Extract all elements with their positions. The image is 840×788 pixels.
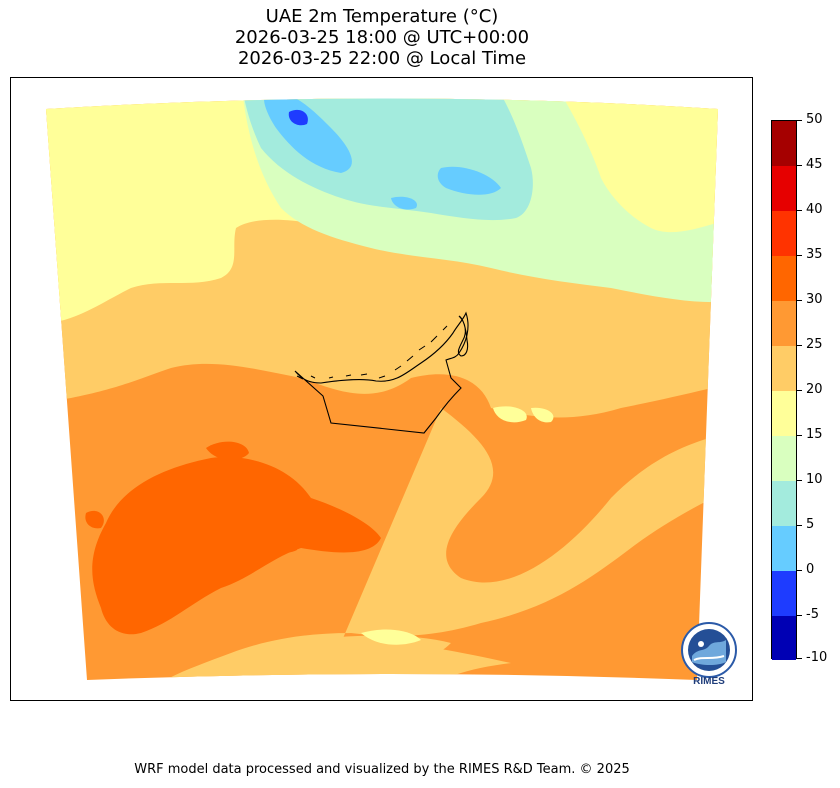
temp-band-15-20-patch-1 — [493, 406, 527, 423]
temp-band-0-5-small — [391, 196, 417, 210]
temp-band-30-35-patch-3 — [85, 510, 104, 529]
colorbar-tick — [797, 570, 802, 571]
temp-band-0-5-northwest — [264, 98, 352, 173]
colorbar-tick — [797, 390, 802, 391]
temp-band-15-20-patch-2 — [361, 629, 421, 645]
colorbar-bin-20-25 — [772, 346, 796, 391]
colorbar-label: 50 — [806, 112, 823, 127]
colorbar-label: 10 — [806, 472, 823, 487]
temp-band-30-35-patch-1 — [206, 441, 249, 460]
colorbar-bin-45-50 — [772, 121, 796, 166]
colorbar-tick — [797, 300, 802, 301]
colorbar-bin-0-5 — [772, 526, 796, 571]
map-panel — [10, 77, 753, 701]
colorbar-bin-25-30 — [772, 301, 796, 346]
colorbar-bin-35-40 — [772, 211, 796, 256]
colorbar-tick — [797, 658, 802, 659]
temp-band-30-35-patch-2 — [271, 534, 298, 553]
temp-band-20-25-bottom — [151, 635, 451, 680]
colorbar-bin-40-45 — [772, 166, 796, 211]
colorbar-label: 35 — [806, 247, 823, 262]
colorbar-bin-minus5-0 — [772, 571, 796, 616]
temperature-field-map — [46, 98, 718, 680]
temp-band-minus5-0-pocket — [288, 109, 308, 126]
title-line-2: 2026-03-25 18:00 @ UTC+00:00 — [234, 27, 530, 48]
credit-footer: WRF model data processed and visualized … — [134, 762, 630, 777]
rimes-globe-icon — [681, 622, 737, 678]
temp-band-0-5-north — [437, 166, 501, 195]
title-line-1: UAE 2m Temperature (°C) — [265, 6, 499, 27]
colorbar-label: 20 — [806, 382, 823, 397]
oman-musandam-border — [457, 315, 469, 357]
colorbar-label: -10 — [806, 650, 828, 665]
colorbar-label: 15 — [806, 427, 823, 442]
rimes-logo-text: RIMES — [693, 676, 725, 687]
colorbar-bin-15-20 — [772, 391, 796, 436]
colorbar-label: 25 — [806, 337, 823, 352]
colorbar-label: 40 — [806, 202, 823, 217]
uae-border — [294, 311, 469, 434]
colorbar-tick — [797, 525, 802, 526]
temp-band-30-35-southwest — [92, 457, 381, 635]
temperature-colorbar — [771, 120, 797, 660]
colorbar-label: 5 — [806, 517, 815, 532]
rimes-logo: RIMES — [678, 622, 740, 688]
colorbar-tick — [797, 255, 802, 256]
colorbar-tick — [797, 120, 802, 121]
colorbar-label: -5 — [806, 607, 819, 622]
map-title: UAE 2m Temperature (°C) 2026-03-25 18:00… — [0, 6, 764, 69]
temp-band-15-20-patch-3 — [531, 407, 554, 423]
colorbar-tick — [797, 210, 802, 211]
temp-band-20-25-south — [131, 408, 718, 680]
uae-coastline-islands — [296, 325, 448, 380]
colorbar-tick — [797, 165, 802, 166]
colorbar-tick — [797, 345, 802, 346]
colorbar-bin-5-10 — [772, 481, 796, 526]
colorbar-tick — [797, 435, 802, 436]
colorbar-tick — [797, 480, 802, 481]
colorbar-label: 30 — [806, 292, 823, 307]
colorbar-bin-minus10-minus5 — [772, 616, 796, 660]
colorbar-tick — [797, 615, 802, 616]
title-line-3: 2026-03-25 22:00 @ Local Time — [237, 48, 527, 69]
colorbar-label: 45 — [806, 157, 823, 172]
colorbar-bin-30-35 — [772, 256, 796, 301]
colorbar-label: 0 — [806, 562, 815, 577]
colorbar-bin-10-15 — [772, 436, 796, 481]
